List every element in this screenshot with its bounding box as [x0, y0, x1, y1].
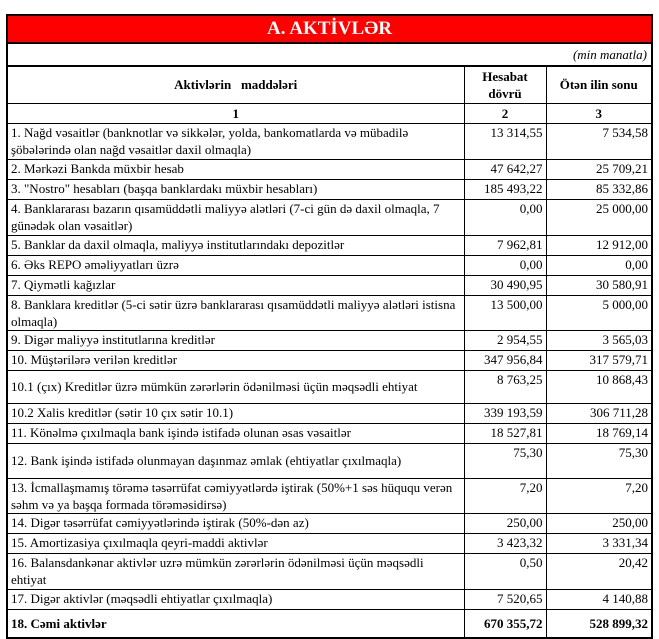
row-label: 9. Digər maliyyə institutlarına kreditlə…	[8, 329, 465, 351]
table-row: 2. Mərkəzi Bankda müxbir hesab 47 642,27 2…	[8, 158, 651, 180]
table-row: 16. Balansdankənar aktivlər uzrə mümkün …	[8, 552, 651, 590]
row-label: 1. Nağd vəsaitlər (banknotlar və sikkələ…	[8, 122, 465, 160]
value-current: 75,30	[463, 442, 547, 479]
table-row: 7. Qiymətli kağızlar 30 490,95 30 580,91	[8, 274, 651, 296]
header-item: Aktivlərin maddələri	[8, 67, 465, 104]
value-previous: 30 580,91	[545, 274, 651, 296]
value-previous: 75,30	[545, 442, 651, 479]
value-previous: 7,20	[545, 477, 651, 514]
row-label: 3. "Nostro" hesabları (başqa banklardakı…	[8, 178, 465, 200]
table-row: 12. Bank işində istifadə olunmayan daşın…	[8, 442, 651, 479]
table-row: 6. Əks REPO əməliyyatları üzrə 0,00 0,00	[8, 254, 651, 276]
value-previous: 0,00	[545, 254, 651, 276]
row-label: 7. Qiymətli kağızlar	[8, 274, 465, 296]
value-current: 0,50	[463, 552, 547, 590]
value-current: 347 956,84	[463, 349, 547, 371]
row-label: 11. Könəlmə çıxılmaqla bank işində istif…	[8, 422, 465, 444]
assets-table-container: A. AKTİVLƏR (min manatla) Aktivlərin mad…	[6, 14, 653, 639]
section-title: A. AKTİVLƏR	[8, 16, 651, 44]
value-current: 185 493,22	[463, 178, 547, 200]
row-label: 15. Amortizasiya çıxılmaqla qeyri-maddi …	[8, 532, 465, 554]
table-row: 4. Banklararası bazarın qısamüddətli mal…	[8, 198, 651, 236]
value-current: 8 763,25	[463, 369, 547, 404]
table-row: 3. "Nostro" hesabları (başqa banklardakı…	[8, 178, 651, 200]
table-row: 9. Digər maliyyə institutlarına kreditlə…	[8, 329, 651, 351]
value-previous: 10 868,43	[545, 369, 651, 404]
row-label: 16. Balansdankənar aktivlər uzrə mümkün …	[8, 552, 465, 590]
row-label: 13. İcmallaşmamış törəmə təsərrüfat cəmi…	[8, 477, 465, 514]
table-row: 13. İcmallaşmamış törəmə təsərrüfat cəmi…	[8, 477, 651, 514]
value-current: 7,20	[463, 477, 547, 514]
row-label: 2. Mərkəzi Bankda müxbir hesab	[8, 158, 465, 180]
table-row: 10. Müştərilərə verilən kreditlər 347 956…	[8, 349, 651, 371]
value-current: 13 500,00	[463, 294, 547, 331]
value-current: 7 520,65	[463, 588, 547, 610]
value-previous: 4 140,88	[545, 588, 651, 610]
table-row: 14. Digər təsərrüfat cəmiyyətlərində işt…	[8, 512, 651, 534]
value-previous: 25 000,00	[545, 198, 651, 236]
value-current: 13 314,55	[463, 122, 547, 160]
header-current: Hesabat dövrü	[463, 67, 547, 104]
header-row: Aktivlərin maddələri Hesabat dövrü Ötən …	[8, 67, 651, 104]
table-row: 18. Cəmi aktivlər 670 355,72 528 899,32	[8, 608, 651, 637]
table-row: 8. Banklara kreditlər (5-ci sətir üzrə b…	[8, 294, 651, 331]
value-previous: 7 534,58	[545, 122, 651, 160]
value-previous: 317 579,71	[545, 349, 651, 371]
row-label: 18. Cəmi aktivlər	[8, 608, 465, 637]
column-number-1: 1	[8, 102, 465, 124]
row-label: 10.1 (çıx) Kreditlər üzrə mümkün zərərlə…	[8, 369, 465, 404]
value-current: 670 355,72	[463, 608, 547, 637]
table-row: 10.2 Xalis kreditlər (sətir 10 çıx sətir…	[8, 402, 651, 424]
table-row: 5. Banklar da daxil olmaqla, maliyyə ins…	[8, 234, 651, 256]
row-label: 8. Banklara kreditlər (5-ci sətir üzrə b…	[8, 294, 465, 331]
value-previous: 25 709,21	[545, 158, 651, 180]
row-label: 6. Əks REPO əməliyyatları üzrə	[8, 254, 465, 276]
value-previous: 20,42	[545, 552, 651, 590]
value-current: 250,00	[463, 512, 547, 534]
table-row: 11. Könəlmə çıxılmaqla bank işində istif…	[8, 422, 651, 444]
value-previous: 3 331,34	[545, 532, 651, 554]
table-row: 1. Nağd vəsaitlər (banknotlar və sikkələ…	[8, 122, 651, 160]
value-current: 47 642,27	[463, 158, 547, 180]
value-current: 0,00	[463, 254, 547, 276]
value-previous: 12 912,00	[545, 234, 651, 256]
value-current: 0,00	[463, 198, 547, 236]
table-row: 10.1 (çıx) Kreditlər üzrə mümkün zərərlə…	[8, 369, 651, 404]
value-current: 18 527,81	[463, 422, 547, 444]
row-label: 4. Banklararası bazarın qısamüddətli mal…	[8, 198, 465, 236]
value-previous: 5 000,00	[545, 294, 651, 331]
value-current: 7 962,81	[463, 234, 547, 256]
value-previous: 85 332,86	[545, 178, 651, 200]
value-current: 30 490,95	[463, 274, 547, 296]
row-label: 17. Digər aktivlər (məqsədli ehtiyatlar …	[8, 588, 465, 610]
row-label: 14. Digər təsərrüfat cəmiyyətlərində işt…	[8, 512, 465, 534]
value-current: 339 193,59	[463, 402, 547, 424]
row-label: 10.2 Xalis kreditlər (sətir 10 çıx sətir…	[8, 402, 465, 424]
value-previous: 528 899,32	[545, 608, 651, 637]
row-label: 10. Müştərilərə verilən kreditlər	[8, 349, 465, 371]
units-note: (min manatla)	[8, 44, 651, 67]
value-previous: 306 711,28	[545, 402, 651, 424]
table-row: 17. Digər aktivlər (məqsədli ehtiyatlar …	[8, 588, 651, 610]
value-current: 2 954,55	[463, 329, 547, 351]
value-previous: 3 565,03	[545, 329, 651, 351]
column-number-3: 3	[545, 102, 651, 124]
table-row: 15. Amortizasiya çıxılmaqla qeyri-maddi …	[8, 532, 651, 554]
header-previous: Ötən ilin sonu	[545, 67, 651, 104]
value-previous: 18 769,14	[545, 422, 651, 444]
value-previous: 250,00	[545, 512, 651, 534]
row-label: 5. Banklar da daxil olmaqla, maliyyə ins…	[8, 234, 465, 256]
column-number-row: 1 2 3	[8, 102, 651, 124]
value-current: 3 423,32	[463, 532, 547, 554]
column-number-2: 2	[463, 102, 547, 124]
assets-table: Aktivlərin maddələri Hesabat dövrü Ötən …	[8, 67, 651, 637]
row-label: 12. Bank işində istifadə olunmayan daşın…	[8, 442, 465, 479]
